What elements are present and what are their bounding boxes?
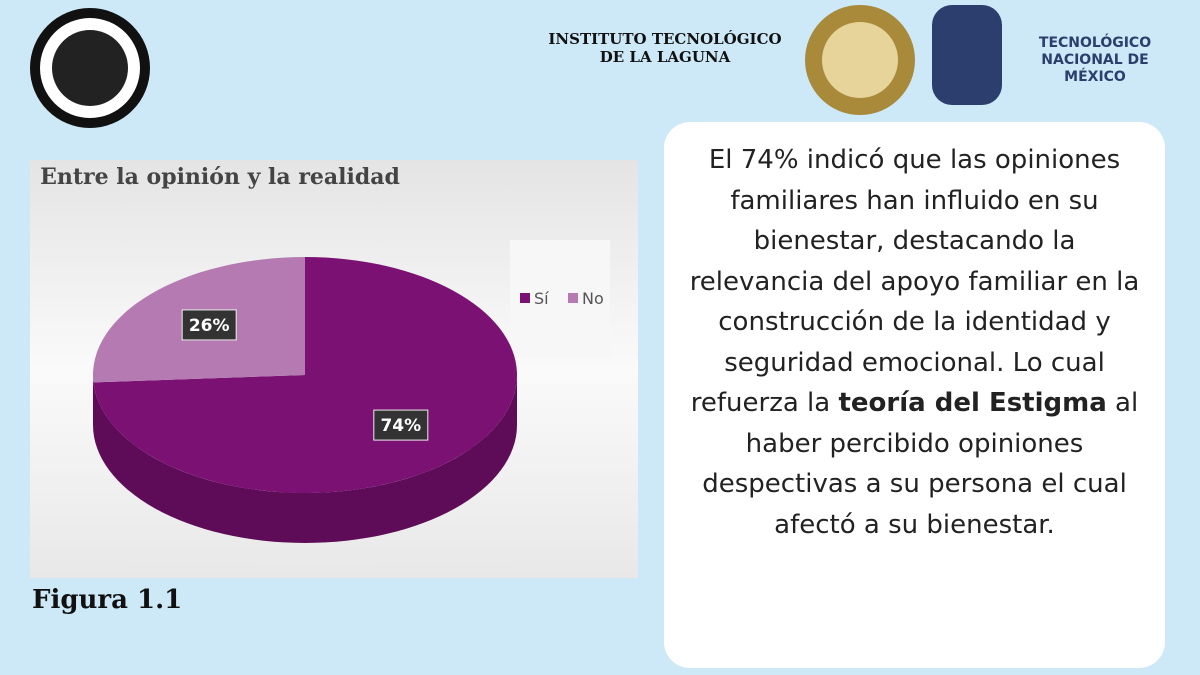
text-card <box>664 122 1165 668</box>
label-box <box>181 309 237 341</box>
logo-panther <box>52 30 128 106</box>
data-label: 26% <box>189 316 230 336</box>
text: El 74% indicó que las opiniones familiar… <box>689 145 1140 418</box>
legend-swatch <box>568 293 578 303</box>
institute-name: INSTITUTO TECNOLÓGICO DE LA LAGUNA <box>548 30 782 66</box>
legend-label: No <box>582 289 604 308</box>
bold-text: teoría del Estigma <box>838 388 1107 418</box>
pie-side <box>93 375 517 543</box>
logo-gear-inner <box>822 22 898 98</box>
logo-tecnm <box>932 5 1002 105</box>
text: al haber percibido opiniones despectivas… <box>702 388 1139 540</box>
tecnm-name: TECNOLÓGICO NACIONAL DE MÉXICO <box>1038 35 1152 85</box>
caption: Figura 1.1 <box>32 585 183 615</box>
data-label: 74% <box>380 416 421 436</box>
chart-title: Entre la opinión y la realidad <box>40 164 400 190</box>
legend-swatch <box>520 293 530 303</box>
chart: Entre la opinión y la realidad 74% Sí 26% N… <box>30 160 638 578</box>
legend-label: Sí <box>534 289 549 308</box>
paragraph: El 74% indicó que las opiniones familiar… <box>684 140 1145 545</box>
label-box <box>373 409 429 441</box>
